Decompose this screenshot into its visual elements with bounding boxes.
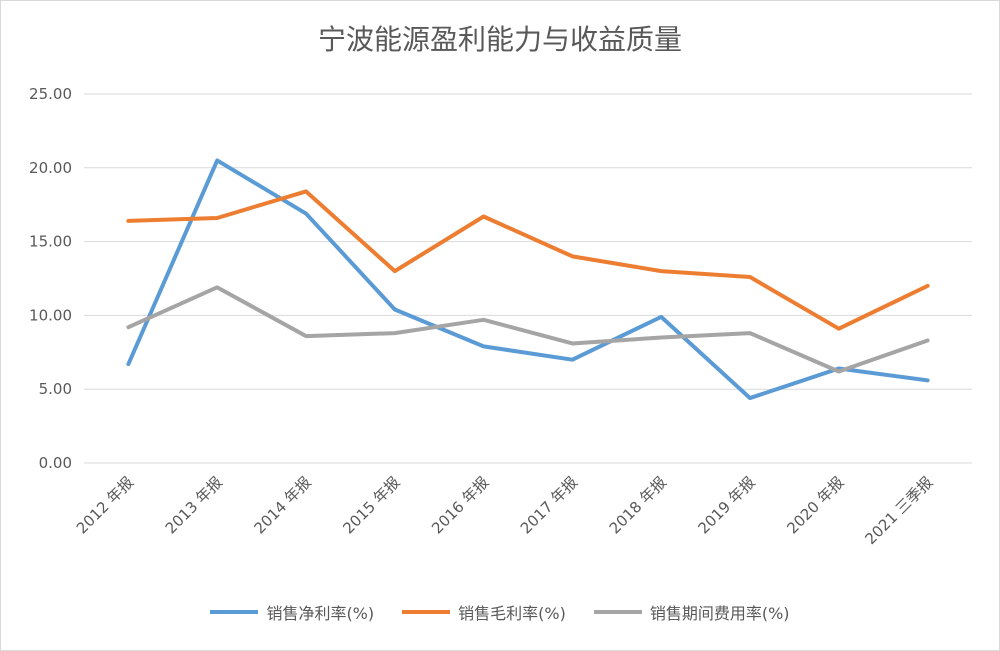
y-tick-label: 5.00 — [39, 380, 72, 398]
y-tick-label: 20.00 — [29, 159, 72, 177]
x-tick-label: 2013 年报 — [162, 473, 226, 537]
y-tick-label: 15.00 — [29, 233, 72, 251]
legend-swatch — [593, 610, 642, 614]
x-tick-label: 2021 三季报 — [862, 473, 937, 548]
legend-item: 销售毛利率(%) — [402, 600, 566, 624]
x-tick-label: 2015 年报 — [339, 473, 403, 537]
series-line-2 — [126, 285, 930, 374]
legend-swatch — [210, 610, 259, 614]
x-tick-label: 2020 年报 — [783, 473, 847, 537]
x-tick-label: 2019 年报 — [695, 473, 759, 537]
series-line-1 — [126, 189, 930, 331]
legend-item: 销售净利率(%) — [210, 600, 374, 624]
legend-item: 销售期间费用率(%) — [593, 600, 790, 624]
y-tick-label: 10.00 — [29, 306, 72, 324]
legend-label: 销售毛利率(%) — [458, 604, 566, 623]
x-tick-label: 2018 年报 — [606, 473, 670, 537]
legend: 销售净利率(%) 销售毛利率(%) 销售期间费用率(%) — [0, 600, 1000, 624]
x-tick-label: 2014 年报 — [251, 473, 315, 537]
chart-title: 宁波能源盈利能力与收益质量 — [317, 23, 682, 56]
y-tick-label: 0.00 — [39, 454, 72, 472]
x-tick-label: 2016 年报 — [428, 473, 492, 537]
legend-label: 销售净利率(%) — [266, 604, 375, 623]
x-tick-label: 2012 年报 — [73, 473, 137, 537]
legend-label: 销售期间费用率(%) — [649, 604, 790, 623]
series-line-0 — [126, 158, 930, 401]
legend-swatch — [402, 610, 451, 614]
x-tick-label: 2017 年报 — [517, 473, 581, 537]
y-tick-label: 25.00 — [29, 85, 72, 103]
